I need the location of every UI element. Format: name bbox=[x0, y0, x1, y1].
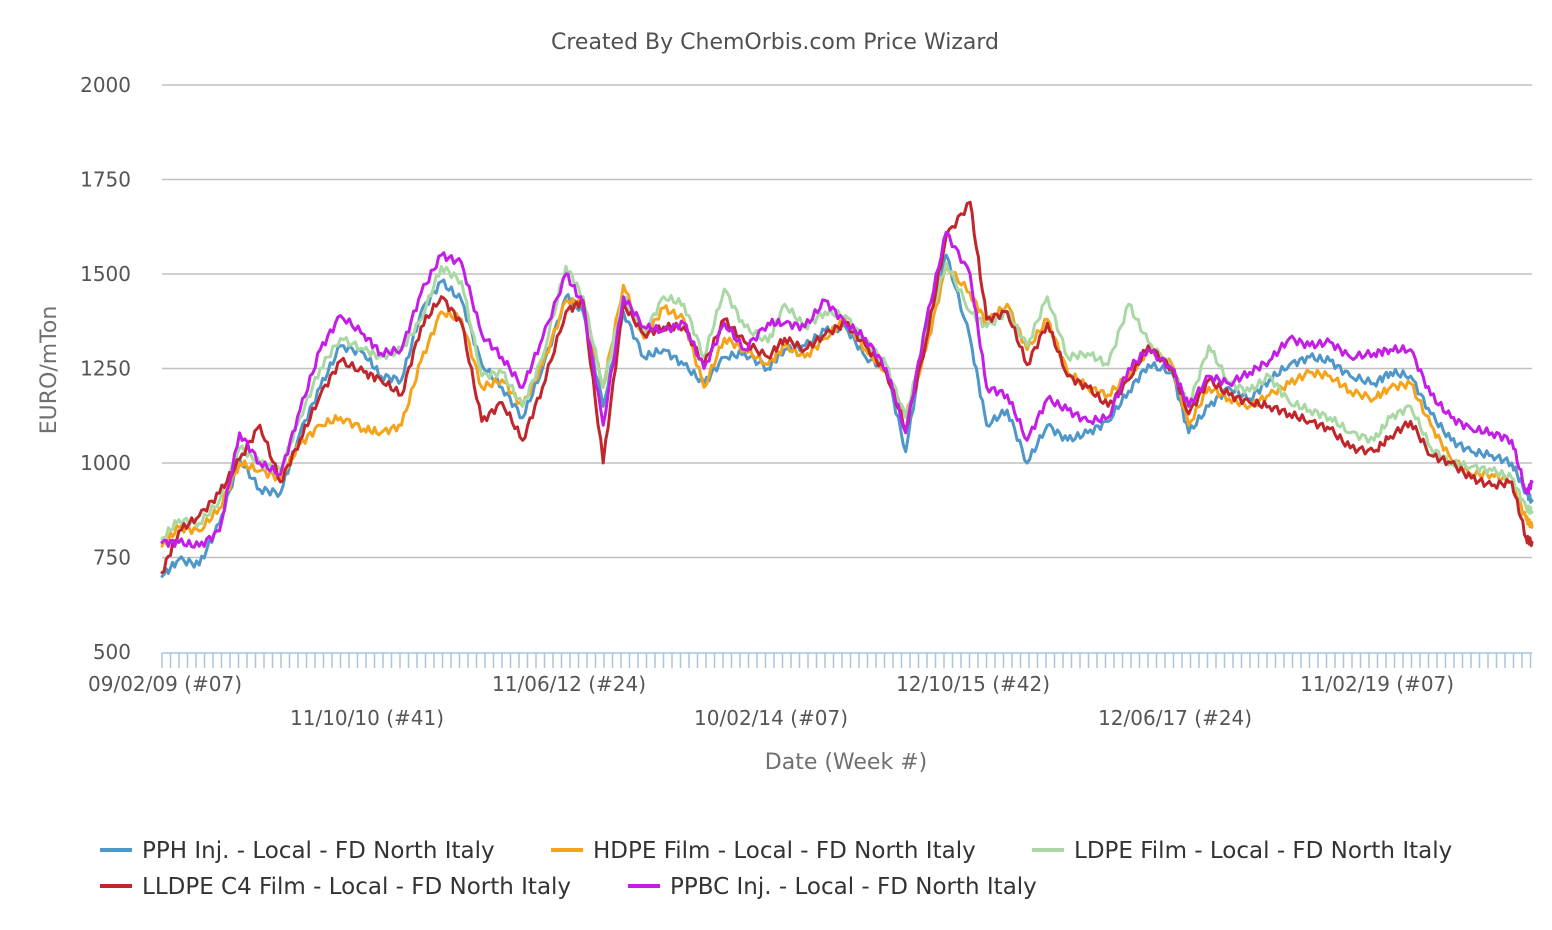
y-axis-tick-labels: 500 750 1000 1250 1500 1750 2000 bbox=[80, 73, 131, 664]
legend-label: HDPE Film - Local - FD North Italy bbox=[593, 838, 976, 864]
y-tick-label: 500 bbox=[93, 640, 131, 664]
y-tick-label: 1000 bbox=[80, 451, 131, 475]
legend[interactable]: PPH Inj. - Local - FD North Italy HDPE Fi… bbox=[100, 838, 1452, 900]
series-group bbox=[160, 200, 1534, 578]
legend-label: LDPE Film - Local - FD North Italy bbox=[1074, 838, 1452, 864]
series-line-2 bbox=[160, 264, 1534, 548]
legend-label: LLDPE C4 Film - Local - FD North Italy bbox=[142, 874, 571, 900]
x-tick-label: 11/02/19 (#07) bbox=[1300, 672, 1454, 696]
y-tick-label: 1250 bbox=[80, 357, 131, 381]
x-tick-label: 09/02/09 (#07) bbox=[88, 672, 242, 696]
x-tick-label: 11/06/12 (#24) bbox=[492, 672, 646, 696]
series-line-1 bbox=[160, 253, 1534, 578]
chart-title: Created By ChemOrbis.com Price Wizard bbox=[551, 30, 999, 55]
x-axis-title: Date (Week #) bbox=[765, 750, 927, 775]
legend-label: PPH Inj. - Local - FD North Italy bbox=[142, 838, 495, 864]
y-tick-label: 1500 bbox=[80, 262, 131, 286]
legend-item[interactable]: PPBC Inj. - Local - FD North Italy bbox=[628, 874, 1037, 900]
series-line-3 bbox=[160, 261, 1534, 541]
legend-item[interactable]: HDPE Film - Local - FD North Italy bbox=[551, 838, 976, 864]
y-axis-title: EURO/mTon bbox=[37, 306, 62, 435]
legend-label: PPBC Inj. - Local - FD North Italy bbox=[670, 874, 1037, 900]
x-axis-tick-labels: 09/02/09 (#07) 11/10/10 (#41) 11/06/12 (#2… bbox=[88, 672, 1454, 730]
x-tick-label: 10/02/14 (#07) bbox=[694, 706, 848, 730]
y-tick-label: 1750 bbox=[80, 168, 131, 192]
y-tick-label: 2000 bbox=[80, 73, 131, 97]
series-line-5 bbox=[160, 230, 1534, 549]
x-tick-label: 12/10/15 (#42) bbox=[896, 672, 1050, 696]
series-line-4 bbox=[160, 200, 1534, 575]
legend-item[interactable]: LDPE Film - Local - FD North Italy bbox=[1032, 838, 1452, 864]
y-tick-label: 750 bbox=[93, 546, 131, 570]
x-axis-minor-ticks bbox=[161, 652, 1532, 668]
grid bbox=[162, 84, 1532, 559]
x-tick-label: 12/06/17 (#24) bbox=[1098, 706, 1252, 730]
legend-item[interactable]: PPH Inj. - Local - FD North Italy bbox=[100, 838, 495, 864]
legend-item[interactable]: LLDPE C4 Film - Local - FD North Italy bbox=[100, 874, 571, 900]
x-tick-label: 11/10/10 (#41) bbox=[290, 706, 444, 730]
